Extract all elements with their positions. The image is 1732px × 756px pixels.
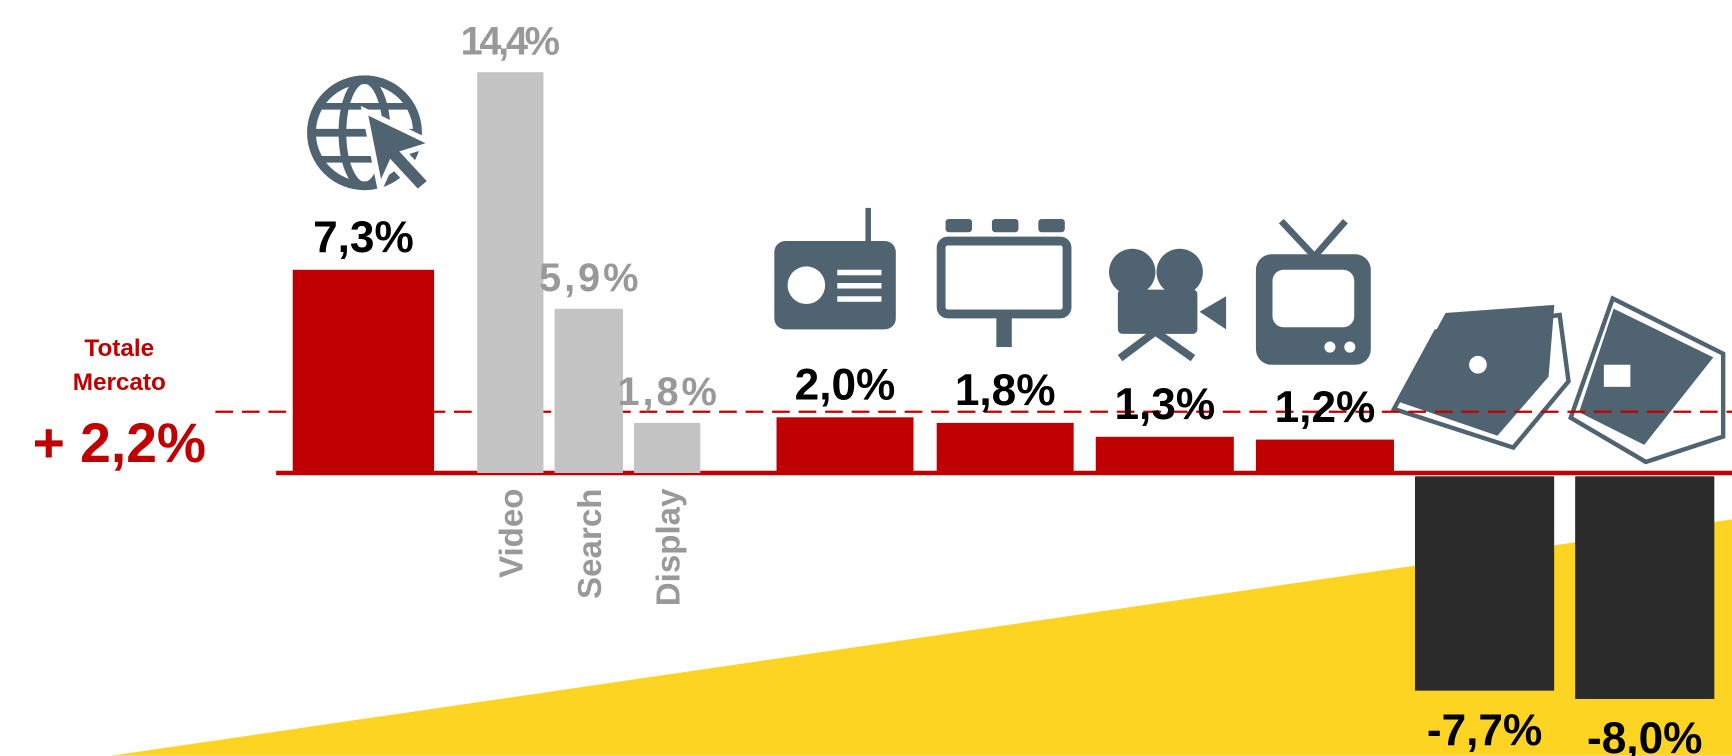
value-label: 14,4%	[461, 19, 560, 63]
bar	[1095, 436, 1234, 473]
bar	[776, 417, 914, 473]
value-label: -8,0%	[1587, 714, 1702, 756]
cinema-icon	[1109, 248, 1227, 362]
value-label: 1,8%	[955, 366, 1056, 415]
bar	[1575, 476, 1715, 699]
magazine-icon	[1390, 304, 1571, 451]
value-label: 7,3%	[313, 213, 414, 262]
value-label: -7,7%	[1427, 706, 1542, 755]
newspaper-icon	[1568, 295, 1726, 465]
value-label: 1,2%	[1275, 383, 1376, 432]
bar	[936, 422, 1074, 473]
bar	[1255, 439, 1394, 473]
value-label: 5,9%	[539, 256, 638, 300]
value-label: 1,8%	[617, 370, 716, 414]
internet-icon	[307, 75, 441, 197]
reference-label: Totale Mercato	[73, 335, 166, 396]
radio-icon	[774, 207, 896, 330]
bar	[292, 269, 435, 473]
x-tick-label: Display	[650, 488, 687, 606]
bar	[554, 308, 623, 473]
bar	[477, 72, 544, 473]
value-label: 1,3%	[1114, 380, 1215, 429]
x-tick-label: Video	[493, 488, 530, 578]
bar	[634, 422, 701, 473]
value-label: 2,0%	[795, 361, 896, 410]
tv-icon	[1255, 218, 1371, 365]
x-tick-label: Search	[572, 488, 609, 598]
reference-value: + 2,2%	[33, 412, 206, 474]
outdoor-icon	[936, 218, 1072, 348]
bar	[1414, 476, 1555, 691]
